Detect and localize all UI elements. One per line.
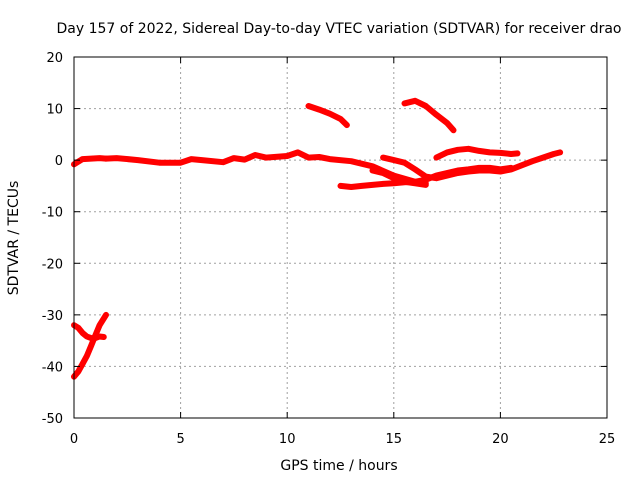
y-tick-label: -40 [42,360,63,375]
y-axis-label: SDTVAR / TECUs [6,181,22,296]
series-group [71,97,564,380]
y-tick-label: -30 [42,309,63,324]
y-tick-label: -20 [42,257,63,272]
x-tick-label: 25 [599,432,616,447]
series-arc-10 [71,322,107,342]
series-arc-9 [71,311,109,380]
series-arc-8 [369,167,429,188]
series-arc-4 [401,97,457,134]
y-tick-label: 0 [55,154,63,169]
series-arc-6 [337,164,515,190]
x-tick-label: 5 [176,432,184,447]
series-arc-2 [103,149,429,187]
chart-title: Day 157 of 2022, Sidereal Day-to-day VTE… [56,21,621,37]
x-tick-label: 15 [386,432,403,447]
x-axis: 0 5 10 15 20 25 [70,57,615,447]
y-tick-label: 20 [46,51,63,66]
series-arc-3 [305,103,350,129]
x-tick-label: 0 [70,432,78,447]
y-tick-label: -50 [42,412,63,427]
x-tick-label: 20 [492,432,509,447]
y-axis: -50 -40 -30 -20 -10 0 10 20 [42,51,607,427]
series-arc-1 [71,155,109,168]
y-tick-label: -10 [42,206,63,221]
y-tick-label: 10 [46,103,63,118]
series-arc-7 [433,145,521,161]
plot-frame [73,56,608,419]
x-axis-label: GPS time / hours [280,458,397,474]
x-tick-label: 10 [279,432,296,447]
